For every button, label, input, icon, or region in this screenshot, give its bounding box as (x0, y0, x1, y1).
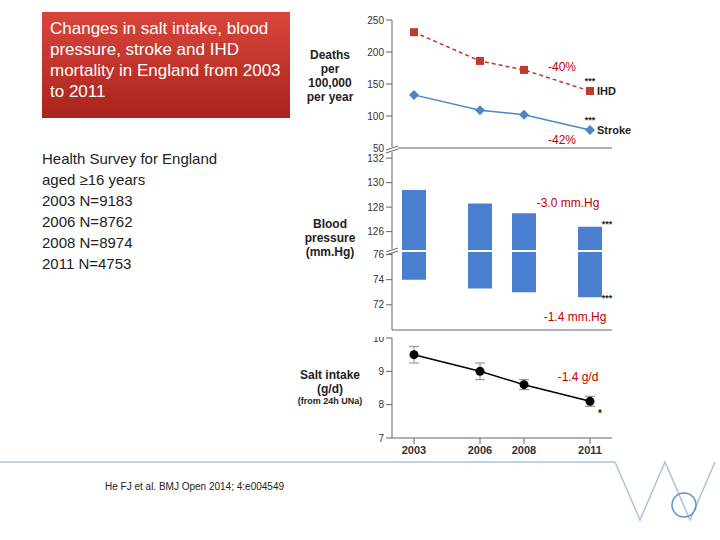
svg-text:76: 76 (373, 250, 385, 260)
html-text:He FJ et al. BMJ Open 2014; 4:: He FJ et al. BMJ Open 2014; 4:e004549 (105, 481, 284, 492)
svg-text:7: 7 (378, 433, 384, 444)
html-text:-1.4 g/d: -1.4 g/d (557, 370, 599, 385)
html-text:aged ≥16 years: aged ≥16 years (42, 171, 146, 188)
svg-text:126: 126 (367, 226, 384, 237)
html-text:IHD: IHD (597, 85, 616, 97)
svg-text:2011: 2011 (578, 444, 602, 456)
html-text:Health Survey for England: Health Survey for England (42, 150, 218, 167)
html-text:2011 N=4753: 2011 N=4753 (42, 255, 132, 272)
html-text:2008 N=8974: 2008 N=8974 (42, 234, 133, 251)
html-text:Blood pressure (mm.Hg): Blood pressure (mm.Hg) (304, 217, 356, 259)
svg-text:130: 130 (367, 177, 384, 188)
html-text:2003 N=9183: 2003 N=9183 (42, 192, 133, 209)
svg-text:2003: 2003 (402, 444, 426, 456)
svg-text:50: 50 (372, 142, 384, 154)
html-text:Changes in salt intake, blood: Changes in salt intake, blood pressure, … (50, 19, 281, 101)
svg-text:128: 128 (367, 202, 384, 213)
svg-text:2008: 2008 (512, 444, 536, 456)
html-text:Stroke: Stroke (597, 124, 632, 137)
svg-text:2006: 2006 (468, 444, 492, 456)
html-text:Salt intake (g/d): Salt intake (g/d) (300, 368, 360, 396)
svg-text:150: 150 (367, 79, 384, 90)
html-text:-1.4 mm.Hg: -1.4 mm.Hg (543, 310, 607, 325)
html-text:2006 N=8762: 2006 N=8762 (42, 213, 133, 230)
svg-text:200: 200 (367, 47, 384, 58)
svg-text:9: 9 (378, 366, 384, 377)
html-text:-3.0 mm.Hg: -3.0 mm.Hg (536, 195, 600, 210)
svg-text:8: 8 (378, 399, 384, 410)
html-text:(from 24h UNa): (from 24h UNa) (297, 396, 363, 406)
svg-text:100: 100 (367, 111, 384, 122)
svg-text:74: 74 (373, 274, 385, 285)
svg-text:72: 72 (373, 299, 385, 310)
svg-text:250: 250 (367, 15, 384, 26)
html-text:Deaths per 100,000 per year: Deaths per 100,000 per year (306, 48, 354, 104)
html-text:-42%: -42% (548, 133, 576, 148)
svg-text:10: 10 (373, 337, 385, 344)
html-text:-40%: -40% (548, 60, 576, 74)
svg-text:132: 132 (367, 153, 384, 164)
